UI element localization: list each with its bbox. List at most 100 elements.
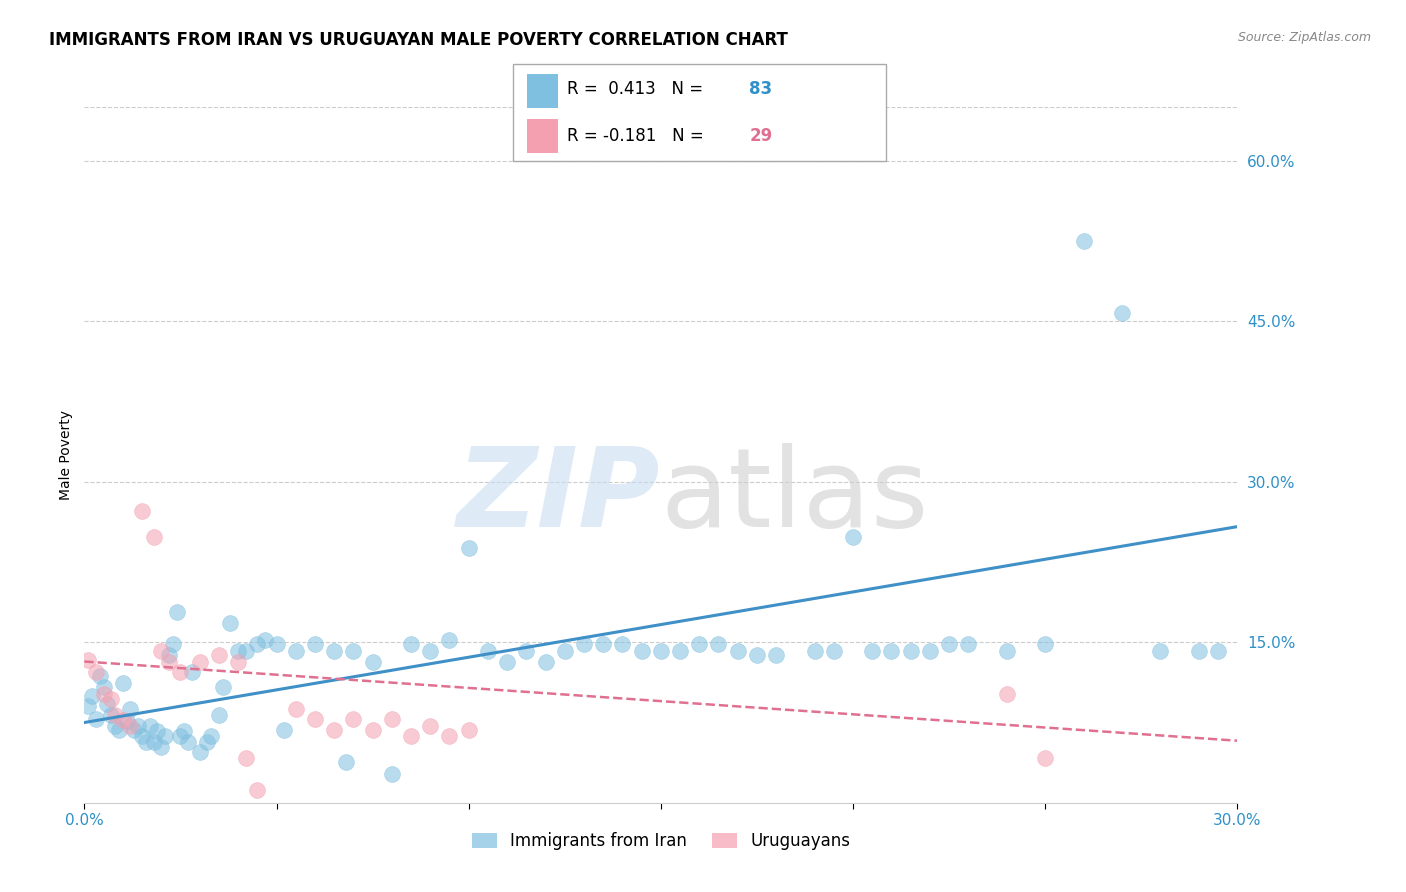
Point [938, 637, 960, 651]
Point [100, 708, 122, 723]
Point [554, 644, 576, 658]
Point [93, 680, 115, 694]
Point [211, 680, 233, 694]
Point [515, 644, 537, 658]
Point [84, 712, 107, 726]
Point [612, 637, 634, 651]
Point [399, 637, 422, 651]
Point [304, 712, 326, 726]
Point [284, 644, 307, 658]
Point [880, 644, 903, 658]
Point [1206, 644, 1229, 658]
Point [131, 730, 153, 744]
Point [477, 644, 499, 658]
Point [127, 719, 149, 733]
Point [200, 730, 222, 744]
Point [142, 530, 165, 544]
Point [77, 699, 100, 714]
Point [707, 637, 730, 651]
Point [131, 503, 153, 517]
Point [246, 637, 269, 651]
Point [157, 648, 180, 662]
Point [89, 669, 111, 683]
Point [534, 655, 557, 669]
Point [304, 637, 326, 651]
Point [439, 633, 461, 648]
Point [150, 644, 173, 658]
Text: ZIP: ZIP [457, 443, 661, 550]
Point [153, 730, 176, 744]
Point [342, 712, 364, 726]
Point [1149, 644, 1171, 658]
Point [188, 746, 211, 760]
Point [253, 633, 276, 648]
Point [399, 730, 422, 744]
Point [1188, 644, 1211, 658]
Point [323, 644, 346, 658]
Point [80, 689, 103, 703]
Point [630, 644, 652, 658]
Point [246, 783, 269, 797]
Point [361, 655, 384, 669]
Point [104, 719, 127, 733]
Point [957, 637, 980, 651]
Point [860, 644, 883, 658]
Point [995, 644, 1018, 658]
Point [323, 723, 346, 737]
Point [284, 701, 307, 715]
Text: Source: ZipAtlas.com: Source: ZipAtlas.com [1237, 31, 1371, 45]
Text: IMMIGRANTS FROM IRAN VS URUGUAYAN MALE POVERTY CORRELATION CHART: IMMIGRANTS FROM IRAN VS URUGUAYAN MALE P… [49, 31, 789, 49]
Point [169, 665, 191, 680]
Text: R = -0.181   N =: R = -0.181 N = [567, 127, 709, 145]
Point [342, 644, 364, 658]
Legend: Immigrants from Iran, Uruguayans: Immigrants from Iran, Uruguayans [465, 826, 856, 857]
Point [120, 701, 142, 715]
Point [111, 714, 134, 728]
Point [77, 653, 100, 667]
Point [150, 740, 173, 755]
Point [688, 637, 710, 651]
Point [995, 687, 1018, 701]
Point [1111, 305, 1133, 319]
Point [745, 648, 768, 662]
Point [111, 676, 134, 690]
Text: 83: 83 [749, 80, 772, 98]
Point [457, 723, 479, 737]
Text: atlas: atlas [661, 443, 929, 550]
Point [803, 644, 825, 658]
Point [266, 637, 288, 651]
Point [592, 637, 614, 651]
Point [1073, 234, 1095, 248]
Point [361, 723, 384, 737]
Point [96, 698, 118, 712]
Point [208, 648, 231, 662]
Point [918, 644, 941, 658]
Point [1033, 751, 1056, 765]
Point [135, 735, 157, 749]
Point [226, 655, 249, 669]
Point [572, 637, 595, 651]
Point [173, 724, 195, 739]
Point [124, 723, 146, 737]
Point [169, 730, 191, 744]
Point [419, 719, 441, 733]
Point [120, 719, 142, 733]
Point [496, 655, 519, 669]
Point [104, 708, 127, 723]
Point [100, 692, 122, 706]
Point [162, 637, 184, 651]
Text: R =  0.413   N =: R = 0.413 N = [567, 80, 709, 98]
Point [93, 687, 115, 701]
Point [381, 712, 404, 726]
Point [381, 767, 404, 781]
Point [273, 723, 295, 737]
Text: 29: 29 [749, 127, 773, 145]
Point [157, 655, 180, 669]
Point [181, 665, 204, 680]
Point [177, 735, 200, 749]
Y-axis label: Male Poverty: Male Poverty [59, 410, 73, 500]
Point [669, 644, 692, 658]
Point [1033, 637, 1056, 651]
Point [142, 735, 165, 749]
Point [823, 644, 845, 658]
